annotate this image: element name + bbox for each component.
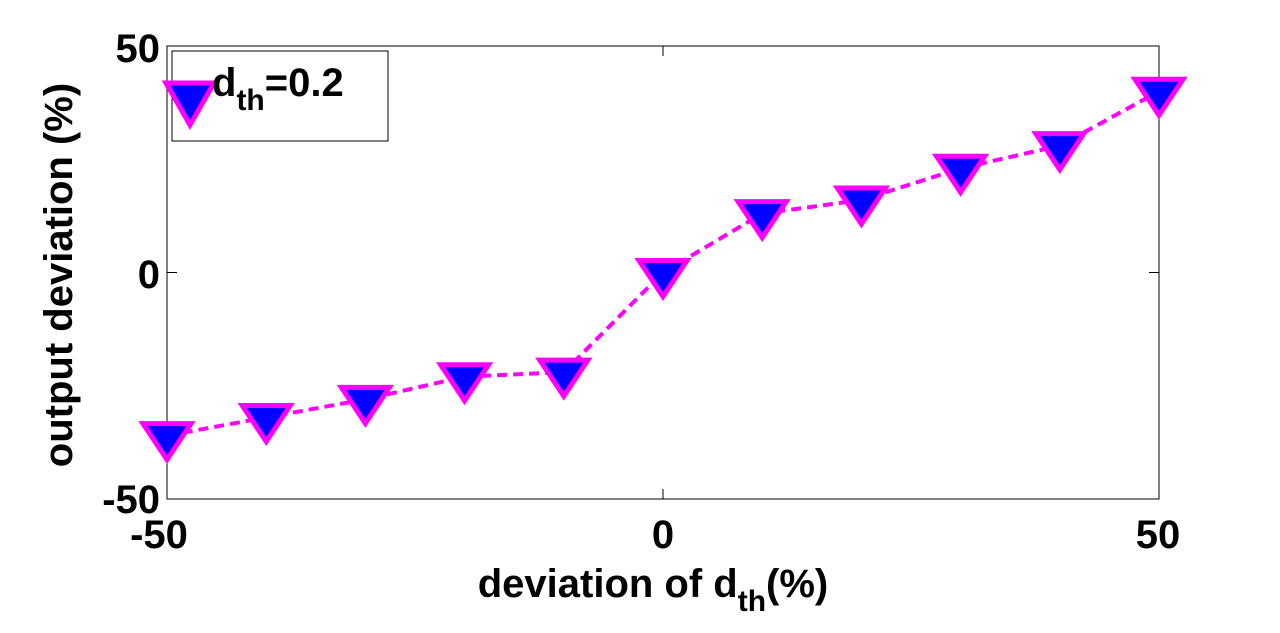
data-point-marker [336,384,395,428]
x-tick-label-50: 50 [1136,513,1181,557]
data-point-marker [1130,76,1188,120]
y-tick-label-neg50: -50 [102,478,160,522]
data-point-marker [237,402,295,446]
x-tick-label-0: 0 [652,513,674,557]
x-tick-label-neg50: -50 [130,513,188,557]
x-axis-label: deviation of dth(%) [478,562,829,618]
legend-marker [161,80,219,131]
legend-label: dth=0.2 [212,61,344,117]
data-point-marker [931,153,990,197]
axis-ticks [166,45,1160,500]
series-line [166,89,1160,438]
data-point-marker [733,199,791,243]
data-point-marker [138,421,196,465]
data-point-marker [1031,131,1089,175]
data-point-marker [832,185,891,229]
legend: dth=0.2 [161,50,389,142]
series-layer [138,76,1188,465]
data-point-marker [634,258,692,302]
data-point-marker [435,362,494,406]
y-axis-label: output deviation (%) [37,83,81,467]
y-tick-label-50: 50 [116,27,161,71]
y-tick-label-0: 0 [138,253,160,297]
data-point-marker [535,357,593,401]
